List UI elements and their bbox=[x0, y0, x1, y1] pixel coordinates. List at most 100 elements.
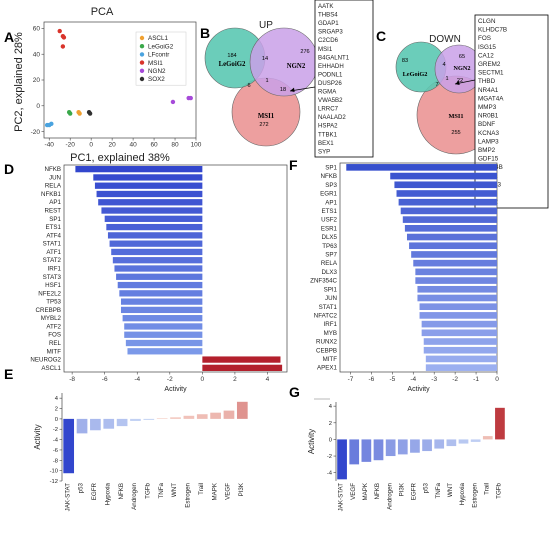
category-label: RUNX2 bbox=[316, 339, 338, 346]
gene-list-arrowhead bbox=[290, 87, 295, 92]
venn-title: UP bbox=[259, 20, 273, 31]
chart-title: PCA bbox=[91, 6, 114, 18]
category-label: ESR1 bbox=[321, 225, 338, 232]
legend-marker bbox=[139, 68, 145, 74]
pca-scatter-panel: PCA -40 -20 0 20 40 60 80 100 -20 0 20 40 60 PC1, expl… bbox=[13, 6, 202, 164]
bar bbox=[402, 216, 497, 223]
venn-count-msi1: 272 bbox=[259, 122, 268, 128]
gene-list-item: C2CD6 bbox=[318, 37, 339, 44]
bar bbox=[107, 232, 203, 239]
bar bbox=[398, 198, 497, 206]
category-label: CREBPB bbox=[36, 307, 61, 314]
category-label: NFKB bbox=[374, 483, 381, 500]
bar bbox=[446, 439, 457, 447]
category-label: p53 bbox=[423, 482, 430, 493]
x-tick-label: 100 bbox=[191, 142, 202, 149]
x-tick-label: 4 bbox=[266, 376, 270, 383]
gene-list-item: BEX1 bbox=[318, 140, 334, 147]
x-axis-label: Activity bbox=[164, 386, 187, 393]
gene-list-item: MGAT4A bbox=[478, 95, 504, 102]
category-label: ETS1 bbox=[322, 208, 338, 215]
category-label: APEX1 bbox=[317, 365, 338, 372]
y-tick-label: -4 bbox=[327, 471, 333, 477]
category-label: Androgen bbox=[131, 482, 138, 509]
gene-list-arrowhead bbox=[455, 80, 460, 85]
category-label: DLX5 bbox=[322, 234, 338, 241]
bar bbox=[125, 339, 203, 347]
x-tick-label: 0 bbox=[89, 142, 93, 149]
venn-count-overlap: 1 bbox=[265, 78, 268, 84]
gene-list-item: BDNF bbox=[478, 121, 495, 128]
bar bbox=[101, 207, 203, 214]
bar bbox=[170, 417, 181, 419]
bar bbox=[417, 285, 497, 293]
bar bbox=[75, 165, 203, 173]
gene-list-item: LAMP3 bbox=[478, 138, 499, 145]
bar bbox=[396, 190, 497, 197]
venn-set-name: MSI1 bbox=[448, 113, 463, 120]
panel-letter-a: A bbox=[4, 29, 14, 45]
gene-list-item: AATK bbox=[318, 3, 333, 10]
category-label: REST bbox=[44, 208, 61, 215]
bar bbox=[400, 207, 497, 215]
category-label: EGR1 bbox=[320, 191, 337, 198]
category-label: SPI1 bbox=[324, 286, 338, 293]
x-axis-label: Activity bbox=[407, 386, 430, 393]
y-tick-label: -12 bbox=[50, 479, 58, 485]
x-tick-label: 0 bbox=[201, 376, 205, 383]
y-tick-label: 0 bbox=[329, 437, 332, 443]
legend-label: SOX2 bbox=[148, 76, 165, 83]
gene-list-item: SRGAP3 bbox=[318, 29, 343, 36]
bar bbox=[421, 329, 497, 337]
gene-list-item: NR4A1 bbox=[478, 87, 499, 94]
gene-list-item: EHHADH bbox=[318, 63, 344, 70]
panel-letter-g: G bbox=[289, 384, 300, 400]
legend-marker bbox=[139, 52, 145, 57]
venn-count-legoig2: 83 bbox=[402, 58, 408, 64]
scatter-point bbox=[77, 111, 82, 116]
gene-list-item: VWA5B2 bbox=[318, 97, 343, 104]
bar bbox=[103, 418, 115, 429]
gene-list-item: GREM2 bbox=[478, 61, 501, 68]
panel-letter-e: E bbox=[4, 366, 13, 382]
y-tick-label: -4 bbox=[53, 438, 59, 444]
bar bbox=[120, 306, 203, 314]
bar bbox=[117, 281, 203, 289]
x-tick-label: -6 bbox=[369, 376, 375, 383]
category-label: CEBPB bbox=[316, 347, 337, 354]
bar bbox=[96, 190, 203, 198]
gene-list-item: KLHDC7B bbox=[478, 27, 507, 34]
bar bbox=[421, 320, 497, 328]
legend-label: NGN2 bbox=[148, 68, 166, 75]
bar bbox=[495, 407, 505, 440]
category-label: WNT bbox=[447, 483, 454, 497]
venn-count-overlap: 14 bbox=[262, 56, 268, 62]
x-tick-label: 0 bbox=[495, 376, 499, 383]
bar bbox=[458, 439, 469, 444]
category-label: REL bbox=[49, 340, 62, 347]
plot-frame bbox=[339, 162, 498, 373]
category-label: USF2 bbox=[321, 217, 337, 224]
bar bbox=[156, 418, 168, 419]
bar bbox=[124, 323, 203, 330]
legend-box bbox=[135, 31, 187, 86]
bar bbox=[210, 412, 221, 419]
x-tick-label: -2 bbox=[167, 376, 173, 383]
venn-circle-ngn2 bbox=[249, 27, 319, 97]
bar bbox=[361, 439, 372, 462]
scatter-point bbox=[87, 111, 93, 116]
bar bbox=[94, 182, 203, 189]
y-tick-label: -2 bbox=[53, 427, 58, 433]
bar bbox=[470, 439, 481, 442]
bar bbox=[394, 181, 497, 189]
gene-list-item: B4GALNT1 bbox=[318, 54, 350, 61]
x-tick-label: -1 bbox=[473, 376, 479, 383]
venn-count-overlap: 22 bbox=[457, 78, 463, 84]
bar bbox=[482, 436, 493, 440]
y-tick-label: 0 bbox=[55, 417, 58, 423]
bar bbox=[196, 414, 208, 419]
legend-marker bbox=[139, 35, 145, 41]
panel-letter-d: D bbox=[4, 161, 14, 177]
